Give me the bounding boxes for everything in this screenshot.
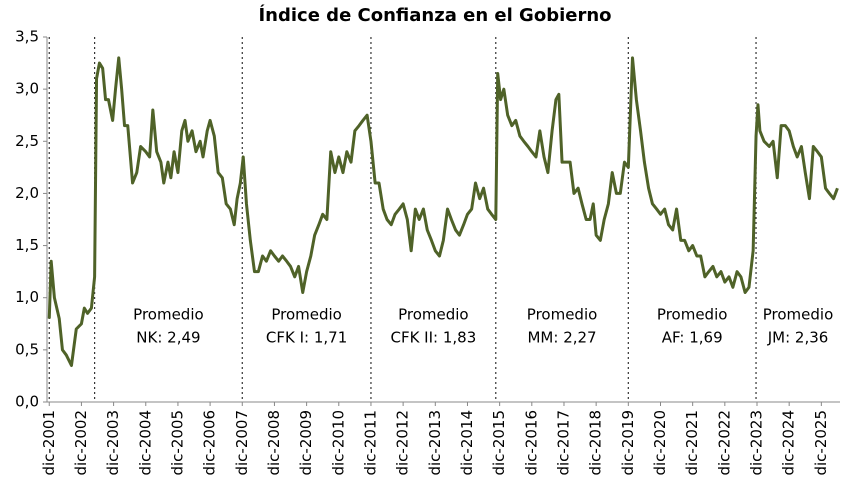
- x-tick-label: dic-2023: [748, 410, 766, 476]
- x-tick-label: dic-2025: [812, 410, 830, 476]
- annotation: NK: 2,49: [136, 329, 200, 347]
- data-line: [47, 56, 839, 367]
- x-tick-label: dic-2018: [587, 410, 605, 476]
- annotation: Promedio: [657, 306, 728, 324]
- x-tick-label: dic-2024: [780, 410, 798, 476]
- y-tick-label: 0,0: [15, 393, 39, 411]
- x-tick-label: dic-2003: [104, 410, 122, 476]
- x-tick-label: dic-2020: [651, 410, 669, 476]
- x-tick-label: dic-2014: [458, 410, 476, 476]
- annotation: CFK II: 1,83: [390, 329, 476, 347]
- x-tick-label: dic-2001: [40, 410, 58, 476]
- x-tick-label: dic-2016: [522, 410, 540, 476]
- x-tick-label: dic-2005: [168, 410, 186, 476]
- chart-title: Índice de Confianza en el Gobierno: [258, 4, 611, 26]
- x-tick-label: dic-2022: [715, 410, 733, 476]
- y-tick-label: 2,0: [15, 184, 39, 202]
- x-tick-label: dic-2011: [361, 410, 379, 476]
- y-tick-label: 2,5: [15, 132, 39, 150]
- x-tick-label: dic-2007: [233, 410, 251, 476]
- annotation: JM: 2,36: [767, 329, 829, 347]
- x-tick-label: dic-2015: [490, 410, 508, 476]
- annotation: Promedio: [133, 306, 204, 324]
- x-tick-label: dic-2009: [297, 410, 315, 476]
- annotation: Promedio: [398, 306, 469, 324]
- y-tick-label: 3,0: [15, 80, 39, 98]
- x-tick-label: dic-2017: [554, 410, 572, 476]
- x-tick-label: dic-2010: [329, 410, 347, 476]
- y-tick-label: 1,0: [15, 288, 39, 306]
- x-tick-label: dic-2012: [394, 410, 412, 476]
- annotation: AF: 1,69: [662, 329, 723, 347]
- x-tick-label: dic-2002: [72, 410, 90, 476]
- y-tick-label: 0,5: [15, 340, 39, 358]
- x-tick-label: dic-2021: [683, 410, 701, 476]
- x-tick-label: dic-2008: [265, 410, 283, 476]
- annotation: Promedio: [527, 306, 598, 324]
- annotation: Promedio: [763, 306, 834, 324]
- annotation: CFK I: 1,71: [266, 329, 347, 347]
- y-tick-label: 1,5: [15, 236, 39, 254]
- x-tick-label: dic-2006: [201, 410, 219, 476]
- x-tick-label: dic-2013: [426, 410, 444, 476]
- x-tick-label: dic-2019: [619, 410, 637, 476]
- annotation: MM: 2,27: [527, 329, 596, 347]
- annotation: Promedio: [271, 306, 342, 324]
- y-tick-label: 3,5: [15, 28, 39, 46]
- x-tick-label: dic-2004: [136, 410, 154, 476]
